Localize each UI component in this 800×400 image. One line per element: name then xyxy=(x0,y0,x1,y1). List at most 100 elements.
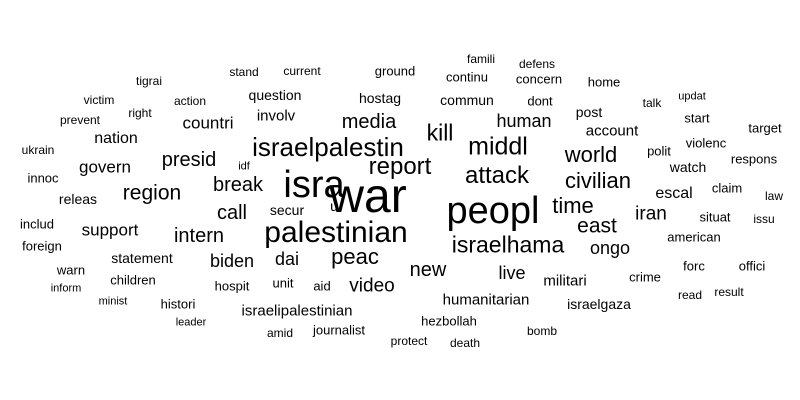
cloud-word: civilian xyxy=(564,168,632,193)
cloud-word: home xyxy=(587,74,621,90)
cloud-word: post xyxy=(575,104,603,120)
cloud-word: current xyxy=(283,64,321,78)
cloud-word: target xyxy=(748,120,782,136)
cloud-word: support xyxy=(81,220,139,240)
cloud-word: innoc xyxy=(27,170,59,186)
cloud-word: human xyxy=(496,111,552,131)
cloud-word: war xyxy=(329,170,407,223)
cloud-word: hostag xyxy=(358,90,402,106)
cloud-word: involv xyxy=(256,107,296,125)
cloud-word: aid xyxy=(313,278,331,294)
cloud-word: releas xyxy=(58,191,98,207)
cloud-word: offici xyxy=(738,258,766,274)
cloud-word: continu xyxy=(446,69,488,85)
cloud-word: concern xyxy=(515,71,563,87)
cloud-word: east xyxy=(577,214,617,238)
cloud-word: claim xyxy=(711,180,743,196)
cloud-word: foreign xyxy=(22,238,62,254)
cloud-word: famili xyxy=(466,52,496,66)
cloud-word: defens xyxy=(518,57,556,71)
cloud-word: journalist xyxy=(312,322,366,338)
cloud-word: kill xyxy=(426,119,454,146)
cloud-word: unit xyxy=(272,275,294,291)
cloud-word: peopl xyxy=(446,190,540,232)
cloud-word: govern xyxy=(79,157,131,177)
cloud-word: middl xyxy=(468,132,528,161)
cloud-word: violenc xyxy=(685,135,727,151)
cloud-word: law xyxy=(764,189,784,203)
cloud-word: israelpalestin xyxy=(252,132,404,162)
cloud-word: escal xyxy=(655,185,693,202)
cloud-word: talk xyxy=(642,96,662,110)
cloud-word: right xyxy=(128,106,152,120)
cloud-word: read xyxy=(677,288,703,302)
cloud-word: u. xyxy=(330,198,342,214)
cloud-word: ongo xyxy=(589,238,631,258)
cloud-word: live xyxy=(498,263,526,283)
cloud-word: result xyxy=(714,285,744,299)
cloud-word: region xyxy=(122,181,182,205)
cloud-word: palestinian xyxy=(264,216,408,249)
cloud-word: inform xyxy=(50,282,82,295)
cloud-word: ground xyxy=(374,63,416,79)
cloud-word: nation xyxy=(94,130,138,147)
cloud-word: warn xyxy=(56,262,86,278)
cloud-word: tigrai xyxy=(135,74,163,88)
cloud-word: biden xyxy=(209,251,255,271)
cloud-word: intern xyxy=(173,225,225,247)
cloud-word: question xyxy=(248,87,302,103)
cloud-word: protect xyxy=(390,334,428,348)
cloud-word: updat xyxy=(678,90,706,103)
cloud-word: forc xyxy=(683,258,705,274)
cloud-word: polit xyxy=(647,143,671,159)
cloud-word: issu xyxy=(753,212,775,226)
cloud-word: hospit xyxy=(214,278,250,294)
cloud-word: victim xyxy=(83,93,115,107)
cloud-word: amid xyxy=(266,326,294,340)
cloud-word: account xyxy=(585,122,639,140)
cloud-word: watch xyxy=(669,159,707,175)
cloud-word: world xyxy=(564,142,618,167)
cloud-word: iran xyxy=(635,203,667,225)
cloud-word: respons xyxy=(730,151,778,167)
cloud-word: militari xyxy=(543,272,587,290)
cloud-word: american xyxy=(667,229,721,245)
cloud-word: media xyxy=(341,111,397,133)
cloud-word: secur xyxy=(269,202,305,218)
cloud-word: includ xyxy=(20,216,54,232)
cloud-word: humanitarian xyxy=(442,291,530,309)
cloud-word: hezbollah xyxy=(421,313,477,329)
cloud-word: video xyxy=(349,275,395,297)
cloud-word: peac xyxy=(331,244,379,269)
cloud-word: death xyxy=(449,336,481,350)
cloud-word: israelgaza xyxy=(567,296,631,312)
cloud-word: presid xyxy=(161,149,217,171)
cloud-word: prevent xyxy=(59,113,101,127)
cloud-word: attack xyxy=(464,162,530,189)
cloud-word: histori xyxy=(160,296,196,312)
cloud-word: leader xyxy=(175,316,207,329)
cloud-word: bomb xyxy=(526,324,558,338)
cloud-word: report xyxy=(368,153,432,180)
cloud-word: break xyxy=(212,174,264,196)
cloud-word: israelhama xyxy=(451,231,565,258)
cloud-word: dont xyxy=(527,93,553,109)
cloud-word: idf xyxy=(238,160,250,173)
cloud-word: commun xyxy=(440,92,494,108)
cloud-word: crime xyxy=(629,269,661,285)
cloud-word: minist xyxy=(98,295,128,308)
cloud-word: ukrain xyxy=(21,143,55,157)
cloud-word: dai xyxy=(274,249,300,269)
cloud-word: action xyxy=(173,94,207,108)
cloud-word: new xyxy=(409,259,447,281)
cloud-word: stand xyxy=(229,65,259,79)
cloud-word: situat xyxy=(699,209,731,225)
cloud-word: israelipalestinian xyxy=(241,302,353,320)
cloud-word: call xyxy=(216,202,248,224)
cloud-word: time xyxy=(552,193,594,218)
cloud-word: isra xyxy=(283,164,345,206)
cloud-word: countri xyxy=(182,113,234,133)
cloud-word: children xyxy=(110,272,156,288)
cloud-word: statement xyxy=(111,250,173,266)
